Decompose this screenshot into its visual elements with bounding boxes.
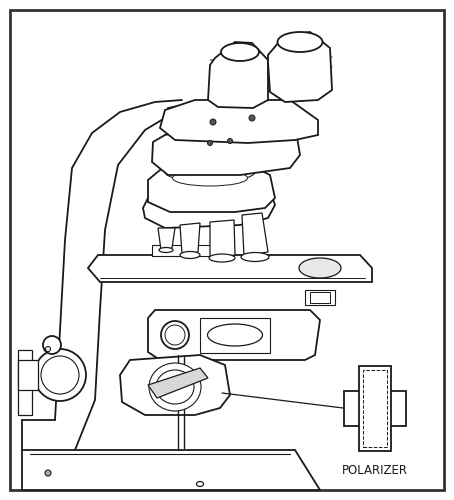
Ellipse shape: [161, 321, 189, 349]
Polygon shape: [18, 360, 38, 390]
Ellipse shape: [180, 252, 200, 258]
Ellipse shape: [165, 325, 185, 345]
Ellipse shape: [249, 115, 255, 121]
Ellipse shape: [209, 254, 235, 262]
Ellipse shape: [207, 324, 262, 346]
Ellipse shape: [227, 138, 232, 143]
Polygon shape: [165, 103, 232, 178]
Polygon shape: [242, 213, 268, 256]
Ellipse shape: [41, 356, 79, 394]
Ellipse shape: [156, 370, 194, 404]
Polygon shape: [22, 450, 320, 490]
Polygon shape: [152, 245, 220, 256]
Bar: [310, 292, 330, 303]
Polygon shape: [160, 100, 318, 143]
Ellipse shape: [197, 482, 203, 486]
Ellipse shape: [43, 336, 61, 354]
Bar: [363, 370, 387, 447]
Ellipse shape: [159, 248, 173, 252]
Ellipse shape: [299, 258, 341, 278]
Ellipse shape: [45, 470, 51, 476]
Bar: [200, 318, 270, 353]
Bar: [359, 366, 391, 451]
Polygon shape: [120, 355, 230, 415]
Bar: [305, 290, 335, 305]
Ellipse shape: [165, 162, 255, 182]
Ellipse shape: [221, 43, 259, 61]
Polygon shape: [143, 183, 275, 228]
Polygon shape: [152, 118, 300, 175]
Polygon shape: [180, 223, 200, 254]
Ellipse shape: [277, 32, 322, 52]
Ellipse shape: [149, 363, 201, 411]
Ellipse shape: [241, 252, 269, 262]
Text: POLARIZER: POLARIZER: [342, 464, 408, 477]
Polygon shape: [268, 32, 332, 102]
Polygon shape: [148, 368, 208, 398]
Polygon shape: [158, 228, 175, 250]
Bar: [344, 391, 406, 426]
Polygon shape: [148, 310, 320, 360]
Ellipse shape: [45, 346, 50, 352]
Polygon shape: [210, 220, 235, 258]
Polygon shape: [18, 350, 32, 415]
Polygon shape: [148, 165, 275, 212]
Ellipse shape: [173, 170, 247, 186]
Polygon shape: [88, 255, 372, 282]
Ellipse shape: [207, 140, 212, 145]
Ellipse shape: [210, 119, 216, 125]
Polygon shape: [208, 42, 268, 108]
Ellipse shape: [34, 349, 86, 401]
